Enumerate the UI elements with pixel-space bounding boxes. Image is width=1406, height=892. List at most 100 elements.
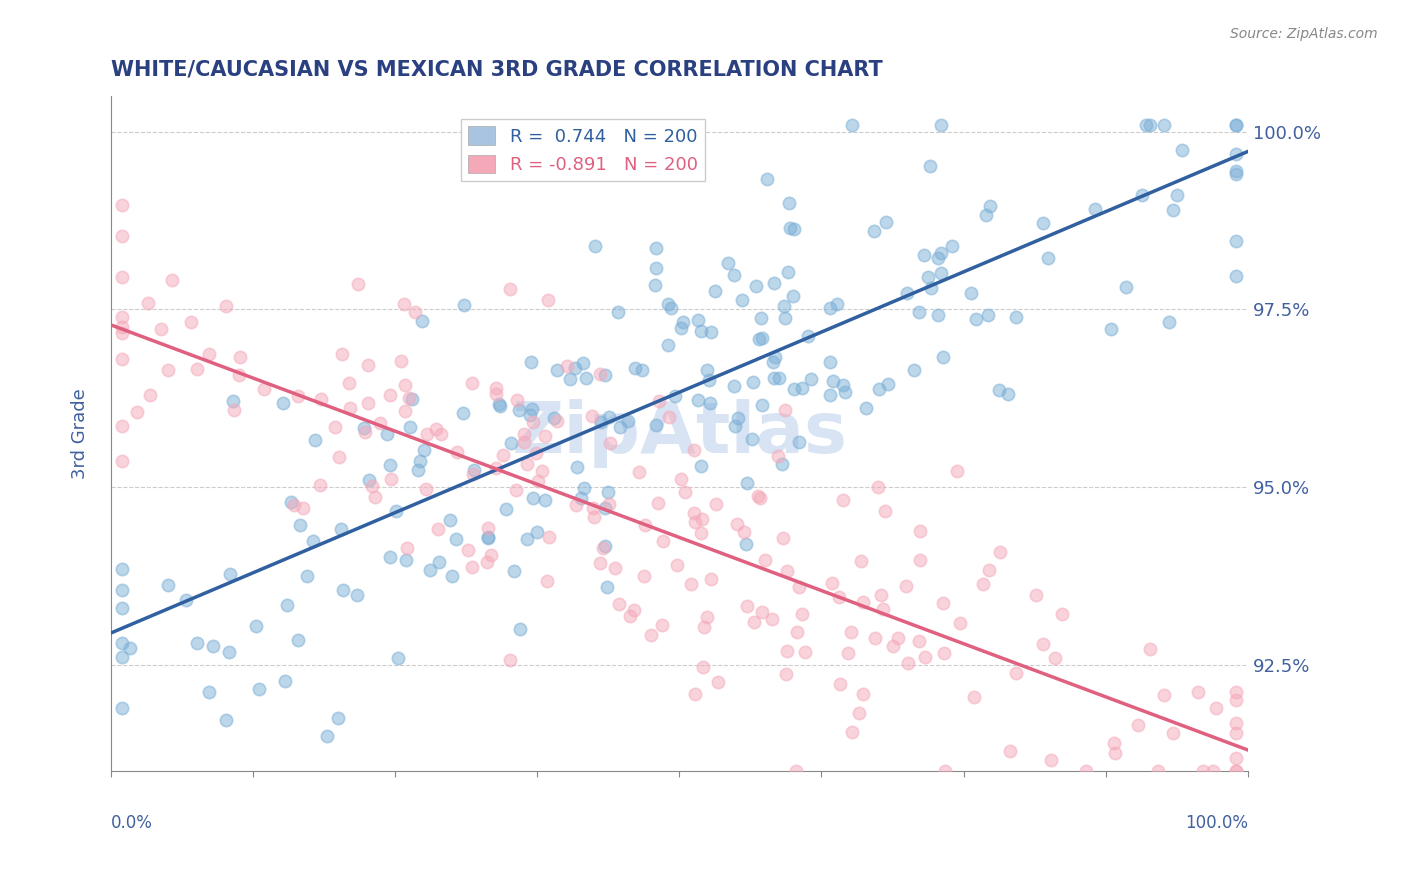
Point xyxy=(346,588,368,602)
Point xyxy=(800,372,823,386)
Y-axis label: 3rd Grade: 3rd Grade xyxy=(72,388,89,479)
Point xyxy=(229,350,252,364)
Point xyxy=(477,521,499,535)
Point xyxy=(565,460,588,475)
Point xyxy=(773,310,796,325)
Point xyxy=(380,387,402,401)
Point xyxy=(330,522,353,536)
Point xyxy=(818,354,841,368)
Point xyxy=(787,434,810,449)
Point xyxy=(659,301,682,315)
Point xyxy=(395,553,418,567)
Point xyxy=(1202,764,1225,778)
Point xyxy=(872,602,894,616)
Point xyxy=(557,359,579,373)
Point xyxy=(673,485,696,500)
Point xyxy=(477,531,499,545)
Point xyxy=(723,379,745,393)
Point xyxy=(1225,164,1247,178)
Point xyxy=(485,381,508,395)
Point xyxy=(582,501,605,516)
Point xyxy=(215,299,238,313)
Point xyxy=(499,282,522,296)
Point xyxy=(776,644,799,658)
Point xyxy=(520,354,543,368)
Point xyxy=(416,426,439,441)
Point xyxy=(564,361,586,376)
Point xyxy=(291,500,314,515)
Point xyxy=(1146,764,1168,778)
Point xyxy=(855,401,877,416)
Point xyxy=(111,229,134,244)
Point xyxy=(461,559,484,574)
Point xyxy=(526,525,548,540)
Point xyxy=(411,314,433,328)
Point xyxy=(503,564,526,578)
Point xyxy=(1153,688,1175,702)
Point xyxy=(834,384,856,399)
Point xyxy=(910,524,932,539)
Point xyxy=(700,325,723,339)
Point xyxy=(354,425,377,439)
Point xyxy=(430,427,453,442)
Point xyxy=(627,466,650,480)
Point xyxy=(218,566,240,581)
Point xyxy=(202,640,225,654)
Point xyxy=(875,215,897,229)
Point xyxy=(439,513,461,527)
Point xyxy=(658,410,681,425)
Point xyxy=(457,543,479,558)
Point xyxy=(1153,118,1175,132)
Point xyxy=(931,350,953,364)
Point xyxy=(479,548,502,562)
Point xyxy=(582,509,605,524)
Point xyxy=(475,555,498,569)
Point xyxy=(623,603,645,617)
Point xyxy=(160,273,183,287)
Point xyxy=(197,347,219,361)
Text: ZipAtlas: ZipAtlas xyxy=(512,400,848,468)
Point xyxy=(111,636,134,650)
Point xyxy=(598,409,620,424)
Point xyxy=(516,457,538,471)
Point xyxy=(734,537,756,551)
Point xyxy=(683,515,706,529)
Point xyxy=(560,372,582,386)
Point xyxy=(593,539,616,553)
Point xyxy=(773,299,796,313)
Point xyxy=(1225,685,1247,699)
Point xyxy=(330,347,353,361)
Point xyxy=(156,578,179,592)
Point xyxy=(818,388,841,402)
Point xyxy=(917,270,939,285)
Point xyxy=(1043,651,1066,665)
Point xyxy=(1104,736,1126,750)
Point xyxy=(748,332,770,346)
Point xyxy=(896,286,918,301)
Point xyxy=(751,331,773,345)
Point xyxy=(111,562,134,576)
Point xyxy=(440,569,463,583)
Point xyxy=(945,464,967,478)
Point xyxy=(963,690,986,704)
Point xyxy=(1171,143,1194,157)
Point xyxy=(288,517,311,532)
Point xyxy=(598,497,620,511)
Point xyxy=(536,574,558,589)
Point xyxy=(509,623,531,637)
Point xyxy=(619,609,641,624)
Point xyxy=(689,324,711,338)
Point xyxy=(976,308,998,322)
Point xyxy=(941,238,963,252)
Point xyxy=(406,463,429,477)
Point xyxy=(1074,764,1097,778)
Point xyxy=(914,650,936,665)
Point xyxy=(287,633,309,648)
Point xyxy=(762,277,785,291)
Point xyxy=(818,301,841,315)
Point xyxy=(228,368,250,382)
Point xyxy=(929,245,952,260)
Point xyxy=(328,710,350,724)
Point xyxy=(697,373,720,387)
Point xyxy=(778,196,800,211)
